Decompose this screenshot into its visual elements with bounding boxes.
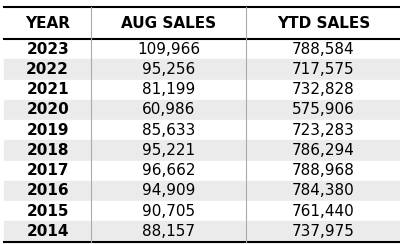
Text: 2015: 2015: [26, 204, 69, 219]
Text: 2022: 2022: [26, 62, 69, 77]
Text: 786,294: 786,294: [292, 143, 355, 158]
Text: 717,575: 717,575: [292, 62, 355, 77]
Bar: [4, 80, 400, 100]
Text: 95,256: 95,256: [142, 62, 195, 77]
Text: 2021: 2021: [26, 82, 69, 97]
Text: 732,828: 732,828: [292, 82, 355, 97]
Bar: [4, 120, 400, 140]
Text: 81,199: 81,199: [142, 82, 195, 97]
Text: AUG SALES: AUG SALES: [121, 16, 216, 31]
Text: 90,705: 90,705: [142, 204, 195, 219]
Bar: [4, 221, 400, 242]
Text: 85,633: 85,633: [142, 123, 195, 138]
Text: 784,380: 784,380: [292, 183, 355, 198]
Bar: [4, 181, 400, 201]
Text: 2016: 2016: [26, 183, 69, 198]
Text: 788,584: 788,584: [292, 42, 355, 57]
Text: 737,975: 737,975: [292, 224, 355, 239]
Text: 2018: 2018: [26, 143, 69, 158]
Text: 94,909: 94,909: [142, 183, 195, 198]
Text: 2020: 2020: [26, 102, 69, 117]
Text: 761,440: 761,440: [292, 204, 355, 219]
Text: 88,157: 88,157: [142, 224, 195, 239]
Bar: [4, 140, 400, 161]
Text: 723,283: 723,283: [292, 123, 355, 138]
Bar: [4, 39, 400, 59]
Text: 95,221: 95,221: [142, 143, 195, 158]
Text: 60,986: 60,986: [142, 102, 195, 117]
Text: 575,906: 575,906: [292, 102, 355, 117]
Text: 788,968: 788,968: [292, 163, 355, 178]
Text: 2017: 2017: [26, 163, 69, 178]
Bar: [4, 161, 400, 181]
Text: 2019: 2019: [26, 123, 69, 138]
Text: 96,662: 96,662: [142, 163, 196, 178]
Text: 109,966: 109,966: [137, 42, 200, 57]
Bar: [4, 59, 400, 80]
Text: YTD SALES: YTD SALES: [277, 16, 370, 31]
Text: 2023: 2023: [26, 42, 69, 57]
Bar: [4, 100, 400, 120]
Text: YEAR: YEAR: [25, 16, 70, 31]
Bar: [4, 201, 400, 221]
Bar: [4, 7, 400, 39]
Text: 2014: 2014: [26, 224, 69, 239]
